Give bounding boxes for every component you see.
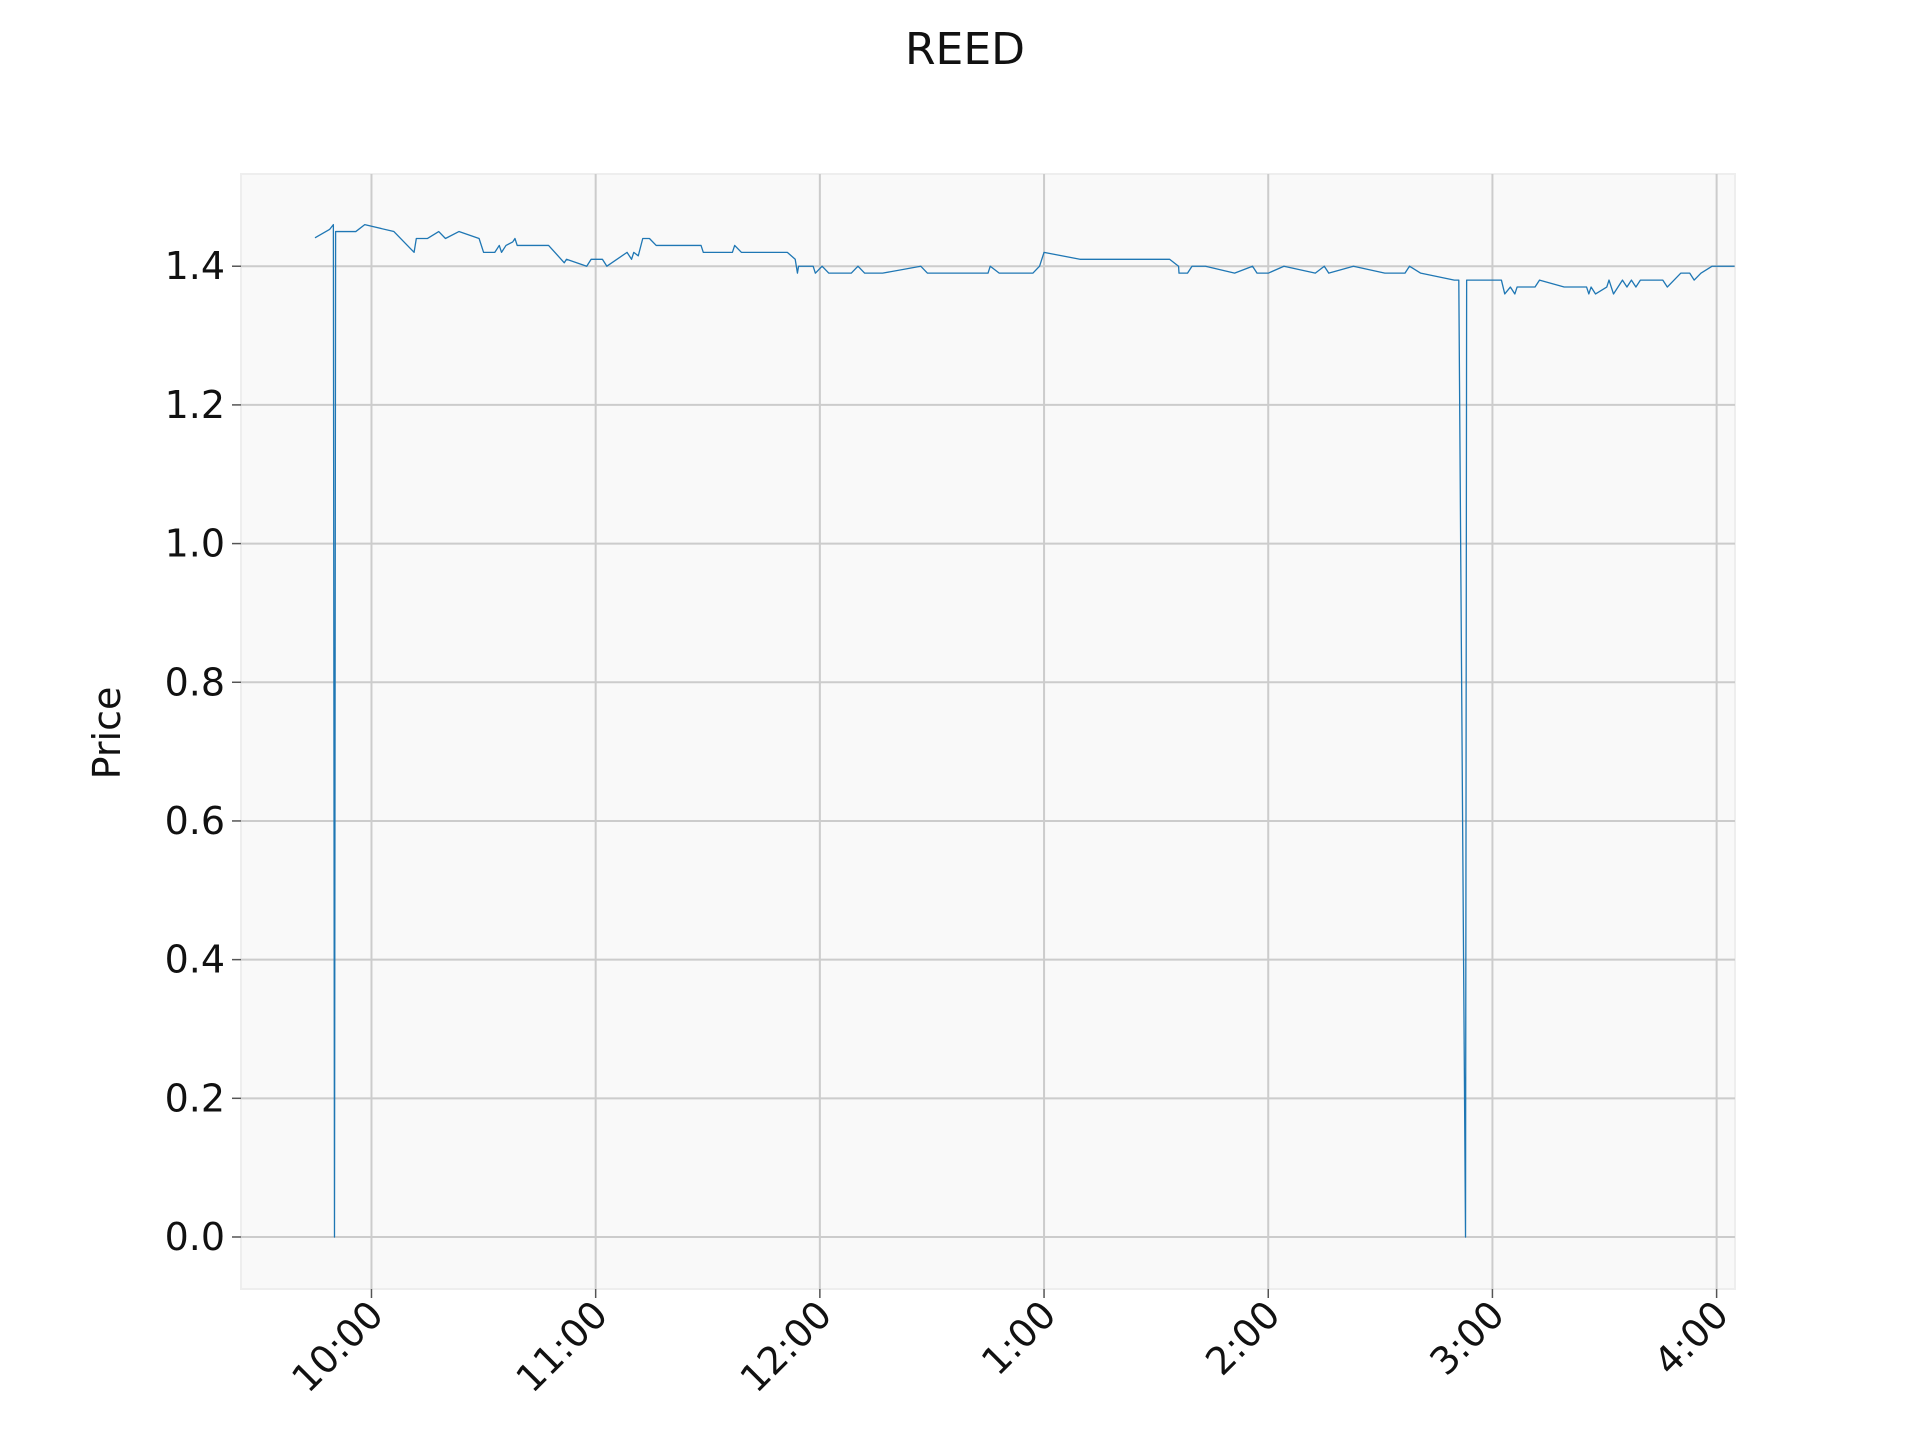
x-tick-label: 1:00 xyxy=(973,1292,1064,1383)
chart-title: REED xyxy=(905,24,1025,75)
y-tick-label: 1.4 xyxy=(165,244,225,288)
x-tick-label: 3:00 xyxy=(1421,1292,1512,1383)
x-tick-label: 11:00 xyxy=(507,1292,616,1401)
y-tick-label: 0.0 xyxy=(165,1215,225,1259)
y-tick-label: 0.8 xyxy=(165,660,225,704)
y-tick-label: 0.2 xyxy=(165,1076,225,1120)
x-tick-label: 10:00 xyxy=(283,1292,392,1401)
y-tick-label: 1.0 xyxy=(165,522,225,566)
y-tick-label: 1.2 xyxy=(165,383,225,427)
x-tick-label: 12:00 xyxy=(732,1292,841,1401)
x-tick-label: 2:00 xyxy=(1197,1292,1288,1383)
x-tick-label: 4:00 xyxy=(1646,1292,1737,1383)
price-line xyxy=(314,223,1735,1238)
plot-area xyxy=(240,173,1736,1290)
y-tick-label: 0.6 xyxy=(165,799,225,843)
y-axis-label: Price xyxy=(85,687,129,780)
y-tick-label: 0.4 xyxy=(165,938,225,982)
